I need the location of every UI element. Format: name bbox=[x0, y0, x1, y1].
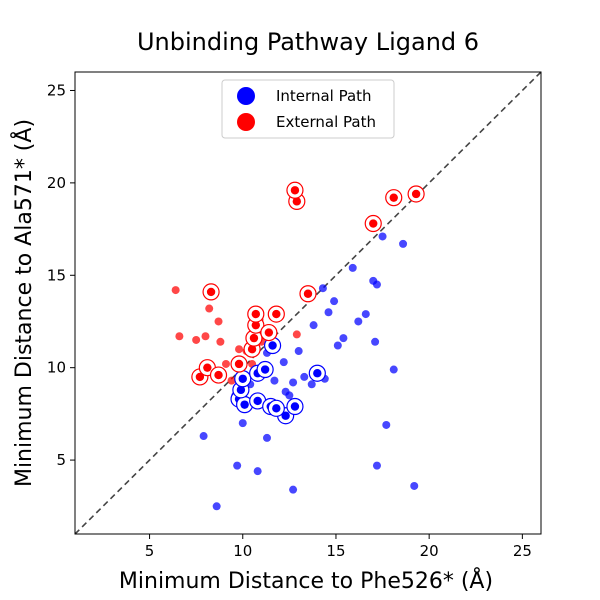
data-point-internal-path bbox=[324, 308, 333, 317]
data-point-internal-path bbox=[333, 341, 342, 350]
highlighted-point-external-path bbox=[214, 370, 223, 380]
highlighted-point-internal-path bbox=[290, 402, 300, 411]
highlighted-point-external-path bbox=[369, 219, 378, 228]
data-point-internal-path bbox=[253, 467, 262, 476]
legend-label-internal: Internal Path bbox=[276, 87, 372, 105]
x-tick-label: 25 bbox=[513, 542, 532, 560]
data-point-internal-path bbox=[389, 365, 398, 374]
data-point-internal-path bbox=[300, 372, 309, 381]
x-axis-label: Minimum Distance to Phe526* (Å) bbox=[119, 567, 493, 594]
data-point-internal-path bbox=[233, 461, 242, 470]
data-point-internal-path bbox=[371, 337, 380, 346]
chart-title: Unbinding Pathway Ligand 6 bbox=[137, 28, 479, 56]
data-point-internal-path bbox=[378, 232, 387, 241]
data-point-internal-path bbox=[410, 481, 419, 490]
y-axis: 5 10 15 20 25 bbox=[47, 81, 75, 469]
highlighted-point-internal-path bbox=[236, 385, 246, 395]
data-point-internal-path bbox=[238, 419, 247, 428]
data-point-external-path bbox=[292, 330, 301, 339]
highlighted-point-external-path bbox=[251, 309, 261, 319]
highlighted-point-external-path bbox=[292, 197, 302, 206]
highlighted-point-internal-path bbox=[313, 369, 322, 378]
x-axis: 5 10 15 20 25 bbox=[145, 534, 532, 560]
legend-label-external: External Path bbox=[276, 113, 376, 131]
data-point-internal-path bbox=[270, 376, 279, 385]
highlighted-point-internal-path bbox=[260, 365, 270, 374]
diagonal-reference-line bbox=[74, 71, 542, 535]
data-point-internal-path bbox=[361, 310, 370, 319]
data-point-external-path bbox=[175, 332, 184, 341]
data-point-external-path bbox=[235, 345, 244, 354]
legend-marker-internal bbox=[237, 87, 255, 105]
y-tick-label: 15 bbox=[47, 266, 66, 284]
highlighted-point-internal-path bbox=[240, 400, 249, 409]
data-point-external-path bbox=[205, 304, 214, 313]
plot-area bbox=[74, 71, 542, 535]
data-point-external-path bbox=[171, 286, 180, 295]
highlighted-point-external-path bbox=[249, 333, 259, 343]
highlighted-point-external-path bbox=[303, 289, 313, 298]
data-point-external-path bbox=[192, 335, 201, 344]
highlighted-point-external-path bbox=[290, 186, 300, 195]
data-point-external-path bbox=[214, 317, 223, 326]
highlighted-point-external-path bbox=[206, 287, 216, 297]
data-point-internal-path bbox=[372, 280, 381, 289]
data-point-internal-path bbox=[348, 263, 357, 272]
data-point-internal-path bbox=[262, 433, 271, 442]
highlighted-point-external-path bbox=[234, 359, 244, 369]
y-tick-label: 10 bbox=[47, 359, 66, 377]
data-point-external-path bbox=[216, 337, 225, 346]
y-tick-label: 20 bbox=[47, 174, 66, 192]
data-point-internal-path bbox=[307, 380, 316, 389]
legend-marker-external bbox=[237, 113, 255, 131]
legend-box bbox=[221, 79, 395, 139]
y-tick-label: 5 bbox=[56, 451, 66, 469]
x-tick-label: 20 bbox=[420, 542, 439, 560]
y-axis-label: Minimum Distance to Ala571* (Å) bbox=[10, 119, 37, 487]
highlighted-point-internal-path bbox=[272, 404, 281, 413]
data-point-external-path bbox=[221, 359, 230, 368]
data-point-external-path bbox=[201, 332, 210, 341]
data-point-internal-path bbox=[289, 378, 298, 387]
highlighted-point-external-path bbox=[247, 345, 257, 354]
highlighted-point-external-path bbox=[264, 328, 274, 337]
data-point-internal-path bbox=[330, 297, 339, 306]
data-point-internal-path bbox=[212, 502, 221, 511]
highlighted-point-external-path bbox=[389, 193, 398, 202]
data-point-internal-path bbox=[285, 391, 294, 400]
highlighted-point-external-path bbox=[272, 309, 281, 319]
y-tick-label: 25 bbox=[47, 81, 66, 99]
legend: Internal Path External Path bbox=[221, 79, 395, 139]
data-point-internal-path bbox=[382, 420, 391, 429]
data-point-internal-path bbox=[199, 432, 208, 441]
highlighted-point-internal-path bbox=[253, 396, 262, 406]
data-point-internal-path bbox=[294, 347, 303, 356]
data-point-internal-path bbox=[279, 358, 288, 367]
data-point-internal-path bbox=[289, 485, 298, 494]
highlighted-point-internal-path bbox=[281, 411, 290, 420]
x-tick-label: 15 bbox=[326, 542, 345, 560]
data-point-external-path bbox=[227, 376, 236, 385]
data-point-internal-path bbox=[309, 321, 318, 330]
highlighted-point-external-path bbox=[195, 372, 205, 382]
data-point-internal-path bbox=[399, 239, 408, 248]
highlighted-point-internal-path bbox=[238, 374, 247, 383]
highlighted-point-external-path bbox=[411, 189, 421, 199]
x-tick-label: 5 bbox=[145, 542, 155, 560]
highlighted-point-external-path bbox=[251, 320, 261, 330]
highlighted-point-internal-path bbox=[268, 341, 277, 350]
data-point-internal-path bbox=[372, 461, 381, 470]
highlighted-point-external-path bbox=[203, 363, 212, 372]
data-point-internal-path bbox=[354, 317, 363, 326]
x-tick-label: 10 bbox=[233, 542, 252, 560]
data-point-internal-path bbox=[339, 334, 348, 343]
plot-frame bbox=[74, 71, 542, 535]
data-point-internal-path bbox=[318, 284, 327, 293]
